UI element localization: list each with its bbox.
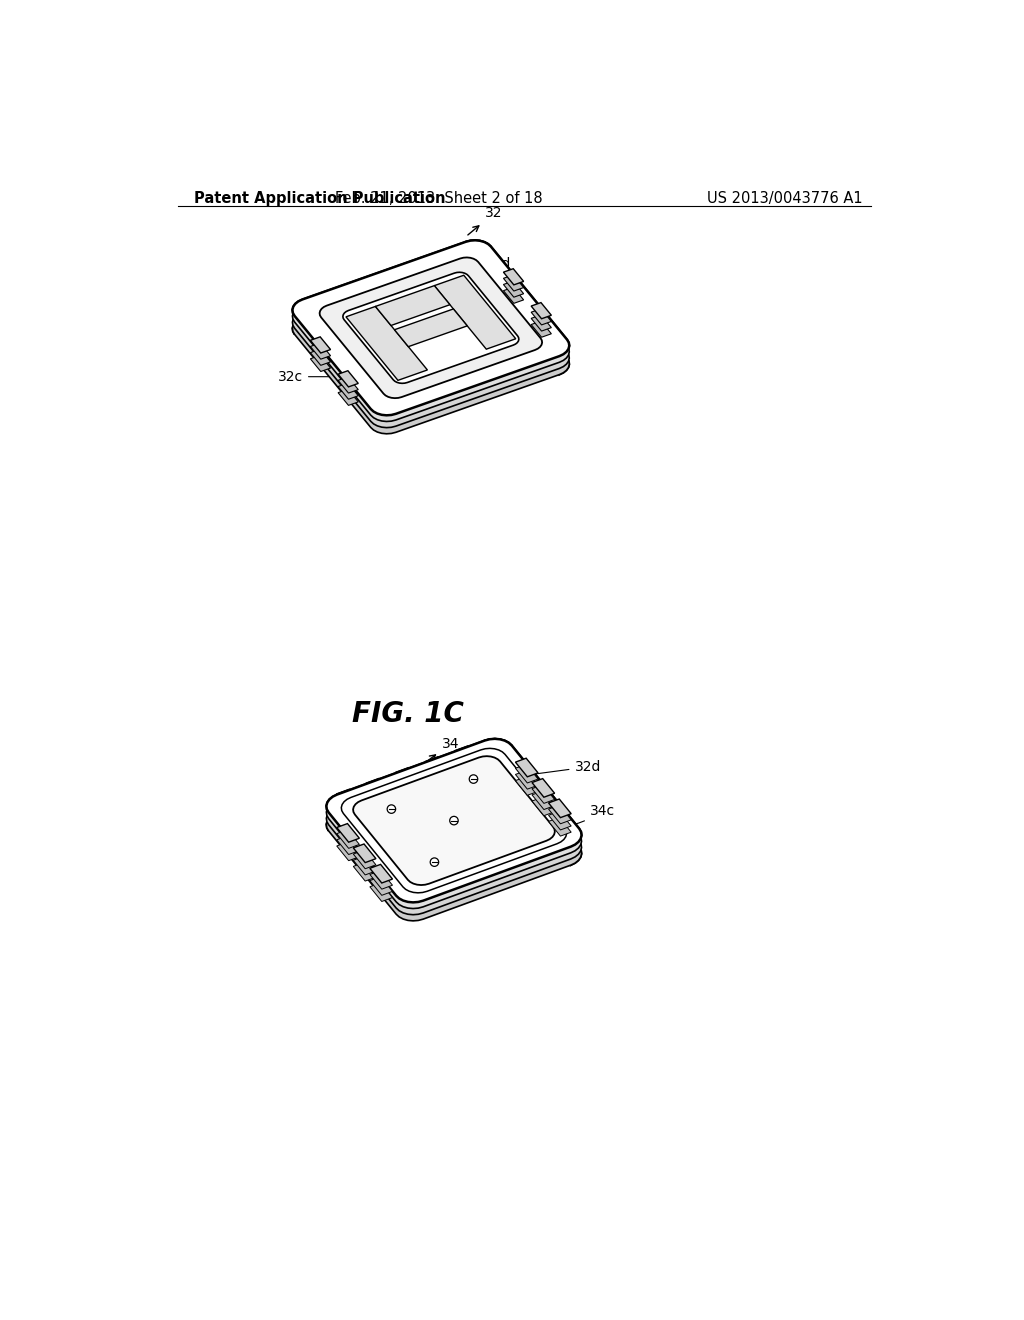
Polygon shape <box>366 777 379 787</box>
Polygon shape <box>531 321 551 337</box>
Polygon shape <box>353 850 376 869</box>
Polygon shape <box>338 371 358 387</box>
Polygon shape <box>532 785 555 804</box>
Polygon shape <box>466 240 569 375</box>
Polygon shape <box>338 378 358 393</box>
Polygon shape <box>532 779 555 797</box>
Polygon shape <box>370 865 392 883</box>
Polygon shape <box>531 309 551 325</box>
Polygon shape <box>337 824 359 842</box>
Polygon shape <box>504 269 523 285</box>
Polygon shape <box>337 842 359 861</box>
Circle shape <box>430 858 438 866</box>
Polygon shape <box>327 739 512 832</box>
Polygon shape <box>327 751 582 915</box>
Text: 34c: 34c <box>535 804 615 828</box>
Text: Patent Application Publication: Patent Application Publication <box>194 191 445 206</box>
Polygon shape <box>376 285 450 326</box>
Polygon shape <box>504 281 523 297</box>
Polygon shape <box>310 350 331 366</box>
Polygon shape <box>337 836 359 854</box>
Polygon shape <box>337 830 359 849</box>
Polygon shape <box>343 272 519 383</box>
Text: FIG. 1B: FIG. 1B <box>344 304 457 331</box>
Polygon shape <box>484 739 582 865</box>
Polygon shape <box>310 355 331 371</box>
Text: 32d: 32d <box>441 256 511 279</box>
Polygon shape <box>515 776 538 795</box>
Text: 32: 32 <box>468 206 503 235</box>
Polygon shape <box>515 764 538 783</box>
Polygon shape <box>353 843 376 862</box>
Polygon shape <box>504 275 523 290</box>
Polygon shape <box>310 343 331 359</box>
Polygon shape <box>338 383 358 399</box>
Polygon shape <box>532 791 555 809</box>
Text: 32c: 32c <box>278 370 333 384</box>
Polygon shape <box>531 315 551 331</box>
Polygon shape <box>293 259 569 434</box>
Polygon shape <box>353 862 376 880</box>
Polygon shape <box>370 876 392 895</box>
Polygon shape <box>549 812 571 830</box>
Polygon shape <box>327 758 582 921</box>
Text: US 2013/0043776 A1: US 2013/0043776 A1 <box>708 191 863 206</box>
Circle shape <box>387 805 395 813</box>
Polygon shape <box>319 257 542 399</box>
Polygon shape <box>549 805 571 824</box>
Polygon shape <box>353 756 555 884</box>
Text: 32d: 32d <box>531 760 601 775</box>
Polygon shape <box>425 756 438 766</box>
Circle shape <box>469 775 478 783</box>
Polygon shape <box>346 306 427 380</box>
Polygon shape <box>532 797 555 816</box>
Polygon shape <box>531 302 551 318</box>
Circle shape <box>450 816 458 825</box>
Text: 34: 34 <box>417 737 459 770</box>
Text: Feb. 21, 2013  Sheet 2 of 18: Feb. 21, 2013 Sheet 2 of 18 <box>335 191 543 206</box>
Polygon shape <box>327 744 582 908</box>
Polygon shape <box>353 857 376 875</box>
Polygon shape <box>310 337 331 352</box>
Polygon shape <box>434 276 516 350</box>
Polygon shape <box>293 240 490 334</box>
Polygon shape <box>293 240 569 416</box>
Polygon shape <box>370 871 392 890</box>
Polygon shape <box>338 389 358 405</box>
Polygon shape <box>549 817 571 836</box>
Polygon shape <box>455 746 468 754</box>
Polygon shape <box>336 789 349 797</box>
Polygon shape <box>327 739 582 903</box>
Polygon shape <box>394 309 467 347</box>
Polygon shape <box>504 288 523 304</box>
Polygon shape <box>293 247 569 421</box>
Polygon shape <box>370 883 392 902</box>
Polygon shape <box>515 771 538 789</box>
Polygon shape <box>549 799 571 817</box>
Text: FIG. 1C: FIG. 1C <box>352 701 464 729</box>
Polygon shape <box>515 758 538 776</box>
Polygon shape <box>395 767 409 776</box>
Polygon shape <box>293 252 569 428</box>
